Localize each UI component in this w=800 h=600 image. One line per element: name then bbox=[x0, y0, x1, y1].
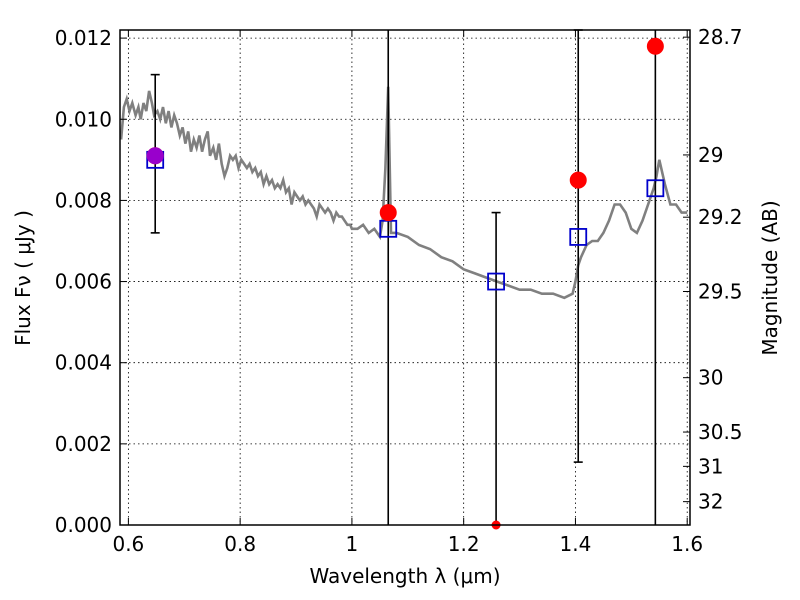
y-tick-label-left: 0.000 bbox=[55, 513, 112, 537]
y-tick-label-right: 30.5 bbox=[698, 420, 743, 444]
x-tick-label: 1.4 bbox=[560, 532, 592, 556]
x-tick-label: 0.8 bbox=[224, 532, 256, 556]
y-tick-label-left: 0.004 bbox=[55, 351, 112, 375]
y-tick-label-left: 0.002 bbox=[55, 432, 112, 456]
x-tick-label: 1 bbox=[346, 532, 359, 556]
y-tick-label-right: 29.2 bbox=[698, 205, 743, 229]
observed-point bbox=[379, 204, 397, 222]
y-tick-label-left: 0.010 bbox=[55, 107, 112, 131]
y-tick-label-right: 28.7 bbox=[698, 25, 743, 49]
y-tick-label-right: 29 bbox=[698, 143, 723, 167]
y-axis-title-right: Magnitude (AB) bbox=[758, 200, 782, 355]
y-tick-label-right: 31 bbox=[698, 454, 723, 478]
observed-point bbox=[646, 37, 664, 55]
y-tick-label-right: 32 bbox=[698, 490, 723, 514]
highlighted-observed-point bbox=[146, 147, 164, 165]
axis-ticks: 0.6 0.8 1 1.2 1.4 1.6 0.000 0.002 0.004 0.006 0.00… bbox=[55, 25, 743, 556]
y-tick-label-left: 0.006 bbox=[55, 270, 112, 294]
model-spectrum bbox=[119, 86, 688, 300]
y-tick-label-left: 0.008 bbox=[55, 188, 112, 212]
x-axis-title: Wavelength λ (μm) bbox=[309, 564, 500, 588]
x-tick-label: 1.6 bbox=[671, 532, 703, 556]
plot-area bbox=[120, 30, 690, 525]
y-tick-label-right: 30 bbox=[698, 366, 723, 390]
plot-frame bbox=[119, 29, 691, 526]
x-tick-label: 1.2 bbox=[448, 532, 480, 556]
y-tick-label-right: 29.5 bbox=[698, 280, 743, 304]
y-axis-title-left: Flux Fν ( μJy ) bbox=[11, 210, 35, 346]
bandpass-square-marker bbox=[487, 272, 505, 291]
spectrum-line bbox=[119, 86, 688, 300]
x-tick-label: 0.6 bbox=[112, 532, 144, 556]
observed-markers bbox=[146, 37, 664, 530]
observed-point bbox=[569, 171, 587, 189]
error-bars bbox=[150, 29, 657, 526]
y-tick-label-left: 0.012 bbox=[55, 26, 112, 50]
bandpass-square-marker bbox=[569, 228, 588, 246]
bandpass-square-marker bbox=[646, 179, 665, 198]
